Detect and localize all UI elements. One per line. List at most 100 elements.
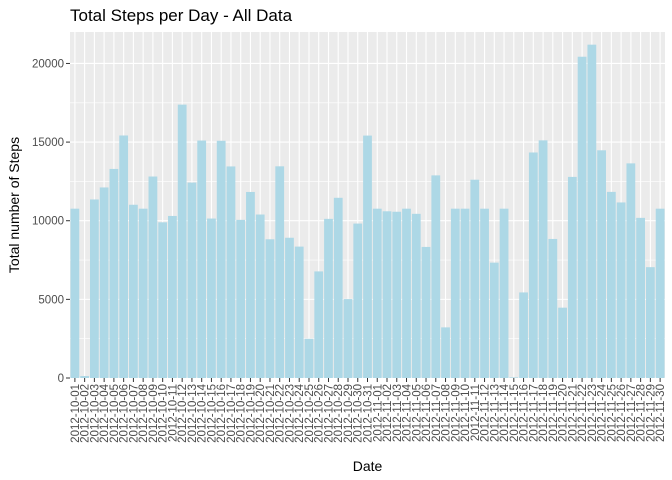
- bar: [626, 163, 636, 378]
- bar: [70, 208, 80, 378]
- bar: [577, 56, 587, 378]
- x-tick-label: 2012-10-09: [148, 384, 160, 443]
- bar: [597, 150, 606, 378]
- bar: [363, 135, 372, 378]
- bar: [275, 166, 285, 378]
- x-tick-label: 2012-10-22: [275, 384, 287, 443]
- x-tick-label: 2012-11-05: [411, 384, 423, 442]
- x-tick-label: 2012-10-25: [304, 384, 316, 443]
- bar: [187, 182, 197, 378]
- x-tick-label: 2012-11-19: [548, 384, 560, 442]
- y-tick-label: 5000: [38, 294, 64, 306]
- x-tick-label: 2012-11-22: [577, 384, 589, 442]
- bar: [343, 299, 353, 378]
- x-tick-label: 2012-11-10: [460, 384, 472, 442]
- x-tick-label: 2012-11-01: [372, 384, 384, 442]
- x-tick-label: 2012-10-20: [255, 384, 267, 443]
- bar: [138, 208, 148, 378]
- x-tick-label: 2012-10-16: [216, 384, 228, 443]
- bar: [538, 140, 548, 378]
- x-tick-label: 2012-10-13: [187, 384, 199, 443]
- bar: [402, 208, 411, 378]
- bar: [431, 175, 441, 378]
- x-tick-label: 2012-11-07: [431, 384, 443, 442]
- y-tick-label: 0: [58, 373, 64, 385]
- bar: [528, 152, 538, 378]
- x-tick-label: 2012-10-26: [314, 384, 326, 443]
- x-tick-label: 2012-11-11: [470, 384, 482, 441]
- bar: [236, 219, 246, 378]
- x-tick-label: 2012-11-13: [489, 384, 501, 442]
- y-axis: 0 5000 10000 15000 20000: [32, 58, 70, 385]
- bar: [304, 338, 314, 378]
- x-tick-label: 2012-10-31: [363, 384, 375, 443]
- x-tick-label: 2012-11-17: [528, 384, 540, 442]
- x-tick-label: 2012-10-17: [226, 384, 238, 443]
- bar: [168, 215, 177, 378]
- bar: [616, 202, 626, 378]
- bar: [480, 208, 489, 378]
- bar: [158, 222, 168, 378]
- x-tick-label: 2012-11-08: [441, 384, 453, 442]
- bar: [509, 377, 519, 378]
- bar: [129, 204, 138, 378]
- bar: [460, 208, 470, 378]
- x-tick-label: 2012-10-18: [236, 384, 248, 443]
- bar: [109, 168, 119, 378]
- x-tick-label: 2012-10-04: [99, 383, 111, 442]
- bar: [645, 267, 655, 378]
- bar: [411, 213, 421, 378]
- x-tick-label: 2012-11-23: [587, 384, 599, 442]
- x-tick-label: 2012-10-30: [353, 384, 365, 443]
- bar: [177, 104, 187, 379]
- x-tick-label: 2012-11-18: [538, 384, 550, 442]
- bar: [636, 217, 646, 378]
- bar: [353, 223, 363, 378]
- x-tick-label: 2012-11-02: [382, 384, 394, 442]
- bar: [655, 208, 665, 378]
- bar: [246, 191, 255, 378]
- x-tick-label: 2012-10-15: [206, 384, 218, 443]
- bar: [441, 327, 450, 378]
- x-tick-label: 2012-11-25: [606, 384, 618, 442]
- x-tick-label: 2012-11-27: [626, 384, 638, 442]
- x-tick-label: 2012-11-21: [567, 384, 579, 442]
- y-tick-label: 15000: [32, 137, 64, 149]
- y-tick-label: 10000: [32, 216, 64, 228]
- bar: [255, 214, 265, 378]
- x-tick-label: 2012-11-30: [655, 384, 667, 442]
- bar: [197, 140, 207, 378]
- x-tick-label: 2012-11-28: [636, 384, 648, 442]
- x-tick-label: 2012-11-26: [616, 384, 628, 442]
- bars: [70, 44, 665, 379]
- bar: [207, 218, 216, 378]
- x-tick-label: 2012-10-19: [245, 384, 257, 443]
- x-tick-label: 2012-10-01: [70, 384, 82, 443]
- bar: [392, 211, 402, 378]
- x-tick-label: 2012-11-15: [509, 384, 521, 442]
- bar: [333, 197, 343, 378]
- bar: [606, 191, 616, 378]
- bar: [499, 208, 509, 378]
- x-tick-label: 2012-11-12: [480, 384, 492, 442]
- bar: [80, 376, 90, 378]
- x-tick-label: 2012-10-11: [167, 384, 179, 442]
- bar: [421, 246, 431, 378]
- x-tick-label: 2012-11-09: [450, 384, 462, 442]
- bar: [99, 187, 109, 378]
- x-tick-label: 2012-10-08: [138, 384, 150, 443]
- bar: [489, 262, 499, 378]
- bar: [119, 135, 129, 378]
- x-tick-label: 2012-10-07: [128, 384, 140, 443]
- bar: [89, 199, 99, 378]
- bar: [226, 166, 236, 378]
- x-tick-label: 2012-11-16: [519, 384, 531, 442]
- bar: [285, 237, 294, 378]
- x-axis: 2012-10-012012-10-022012-10-032012-10-04…: [70, 378, 667, 443]
- bar: [587, 44, 597, 379]
- bar: [314, 271, 324, 378]
- x-tick-label: 2012-10-29: [343, 384, 355, 443]
- bar: [148, 176, 158, 378]
- x-tick-label: 2012-10-10: [158, 384, 170, 443]
